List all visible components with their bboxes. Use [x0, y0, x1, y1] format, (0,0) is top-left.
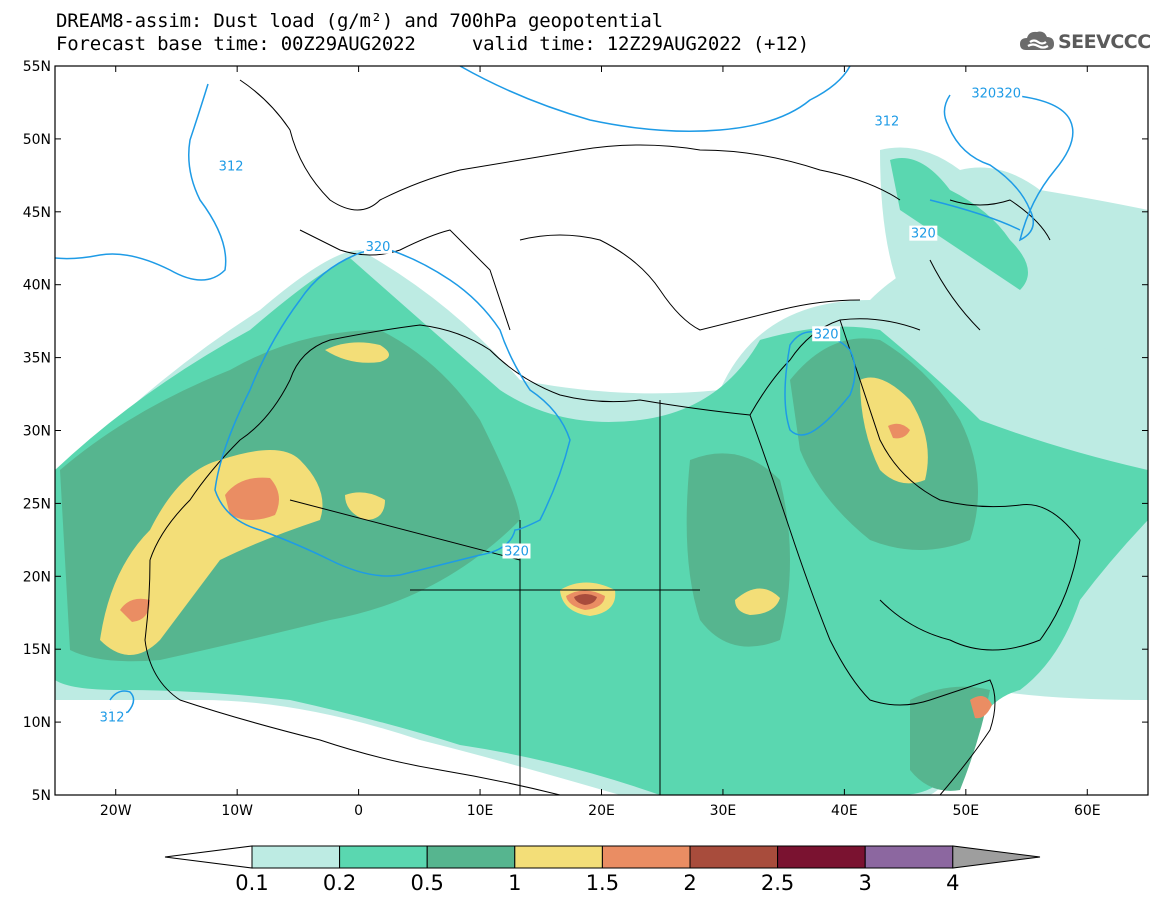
contour-label: 320320 [971, 87, 1021, 102]
colorbar-segment [251, 845, 341, 869]
lon-tick-label: 20W [100, 803, 132, 819]
lon-tick-label: 50E [952, 803, 979, 819]
contour-label: 312 [874, 114, 899, 129]
contour-label-bg [217, 158, 246, 174]
lon-tick-label: 10E [467, 803, 494, 819]
colorbar-level-label: 1.5 [586, 871, 619, 895]
contour-label: 320 [814, 327, 839, 342]
colorbar-over-triangle [952, 845, 1041, 869]
contour-label: 312 [100, 711, 125, 726]
contour-label-bg [502, 543, 531, 559]
map-title: DREAM8-assim: Dust load (g/m²) and 700hP… [56, 10, 663, 32]
colorbar-level-label: 0.1 [235, 871, 268, 895]
lat-tick-label: 10N [23, 715, 51, 731]
contour-label-bg [872, 113, 901, 129]
cloud-logo-icon [1020, 31, 1054, 50]
colorbar-level-label: 2.5 [761, 871, 794, 895]
contour-label-bg [909, 225, 938, 241]
colorbar-segment [426, 845, 516, 869]
colorbar-segment [689, 845, 779, 869]
dust-field-0.5-sudan [686, 453, 790, 647]
contour-label-bg [364, 238, 393, 254]
contour-label: 320 [366, 240, 391, 255]
contour-label: 312 [219, 160, 244, 175]
contour-label: 320 [504, 545, 529, 560]
lat-tick-label: 25N [23, 496, 51, 512]
lon-tick-label: 10W [221, 803, 253, 819]
lat-tick-label: 5N [32, 788, 51, 804]
lat-tick-label: 40N [23, 278, 51, 294]
longitude-ticks: 20W 10W 0 10E 20E 30E 40E 50E 60E [100, 66, 1101, 819]
lon-tick-label: 40E [831, 803, 858, 819]
lat-tick-label: 45N [23, 205, 51, 221]
dust-field-1.5-somalia [970, 696, 992, 719]
lat-tick-label: 35N [23, 351, 51, 367]
colorbar-level-label: 0.5 [410, 871, 443, 895]
dust-field-2-iraq [888, 423, 910, 439]
dust-field-0.5-somalia [910, 686, 990, 791]
contour-label: 320 [911, 227, 936, 242]
colorbar-level-label: 4 [946, 871, 959, 895]
dust-field-1-morocco [325, 342, 389, 363]
contour-label-bg [812, 326, 841, 342]
dust-field-1-sudan [735, 588, 780, 615]
geopotential-contours [55, 66, 1074, 714]
lon-tick-label: 0 [354, 803, 363, 819]
dust-field-1.5 [225, 477, 279, 520]
seevccc-logo-text: SEEVCCC [1058, 31, 1151, 53]
colorbar-level-label: 2 [683, 871, 696, 895]
colorbar-level-label: 3 [859, 871, 872, 895]
colorbar-segment [339, 845, 428, 869]
dust-field-1-algeria [345, 492, 385, 520]
colorbar-segment [514, 845, 603, 869]
dust-field-1.5-coast [120, 598, 150, 622]
lon-tick-label: 30E [710, 803, 737, 819]
contour-label-bg [970, 85, 1023, 101]
colorbar-segment [864, 845, 954, 869]
dust-field-layer [55, 66, 1148, 795]
lat-tick-label: 15N [23, 642, 51, 658]
lat-tick-label: 30N [23, 424, 51, 440]
contour-label-bg [98, 709, 127, 725]
lat-tick-label: 55N [23, 59, 51, 75]
colorbar-segment [601, 845, 691, 869]
colorbar: 0.1 0.2 0.5 1 1.5 2 2.5 3 4 [164, 845, 1041, 895]
lon-tick-label: 60E [1074, 803, 1101, 819]
dust-field-2 [574, 594, 597, 605]
country-borders [144, 79, 1081, 795]
forecast-time-subtitle: Forecast base time: 00Z29AUG2022 valid t… [56, 33, 810, 55]
latitude-ticks: 55N 50N 45N 40N 35N 30N 25N 20N 15N 10N 5N [23, 59, 1148, 804]
colorbar-level-label: 1 [508, 871, 521, 895]
lon-tick-label: 20E [588, 803, 615, 819]
colorbar-level-label: 0.2 [323, 871, 356, 895]
colorbar-segment [777, 845, 866, 869]
lat-tick-label: 50N [23, 132, 51, 148]
lat-tick-label: 20N [23, 569, 51, 585]
colorbar-under-triangle [164, 845, 253, 869]
dust-field-0.2-caspian [890, 158, 1028, 290]
